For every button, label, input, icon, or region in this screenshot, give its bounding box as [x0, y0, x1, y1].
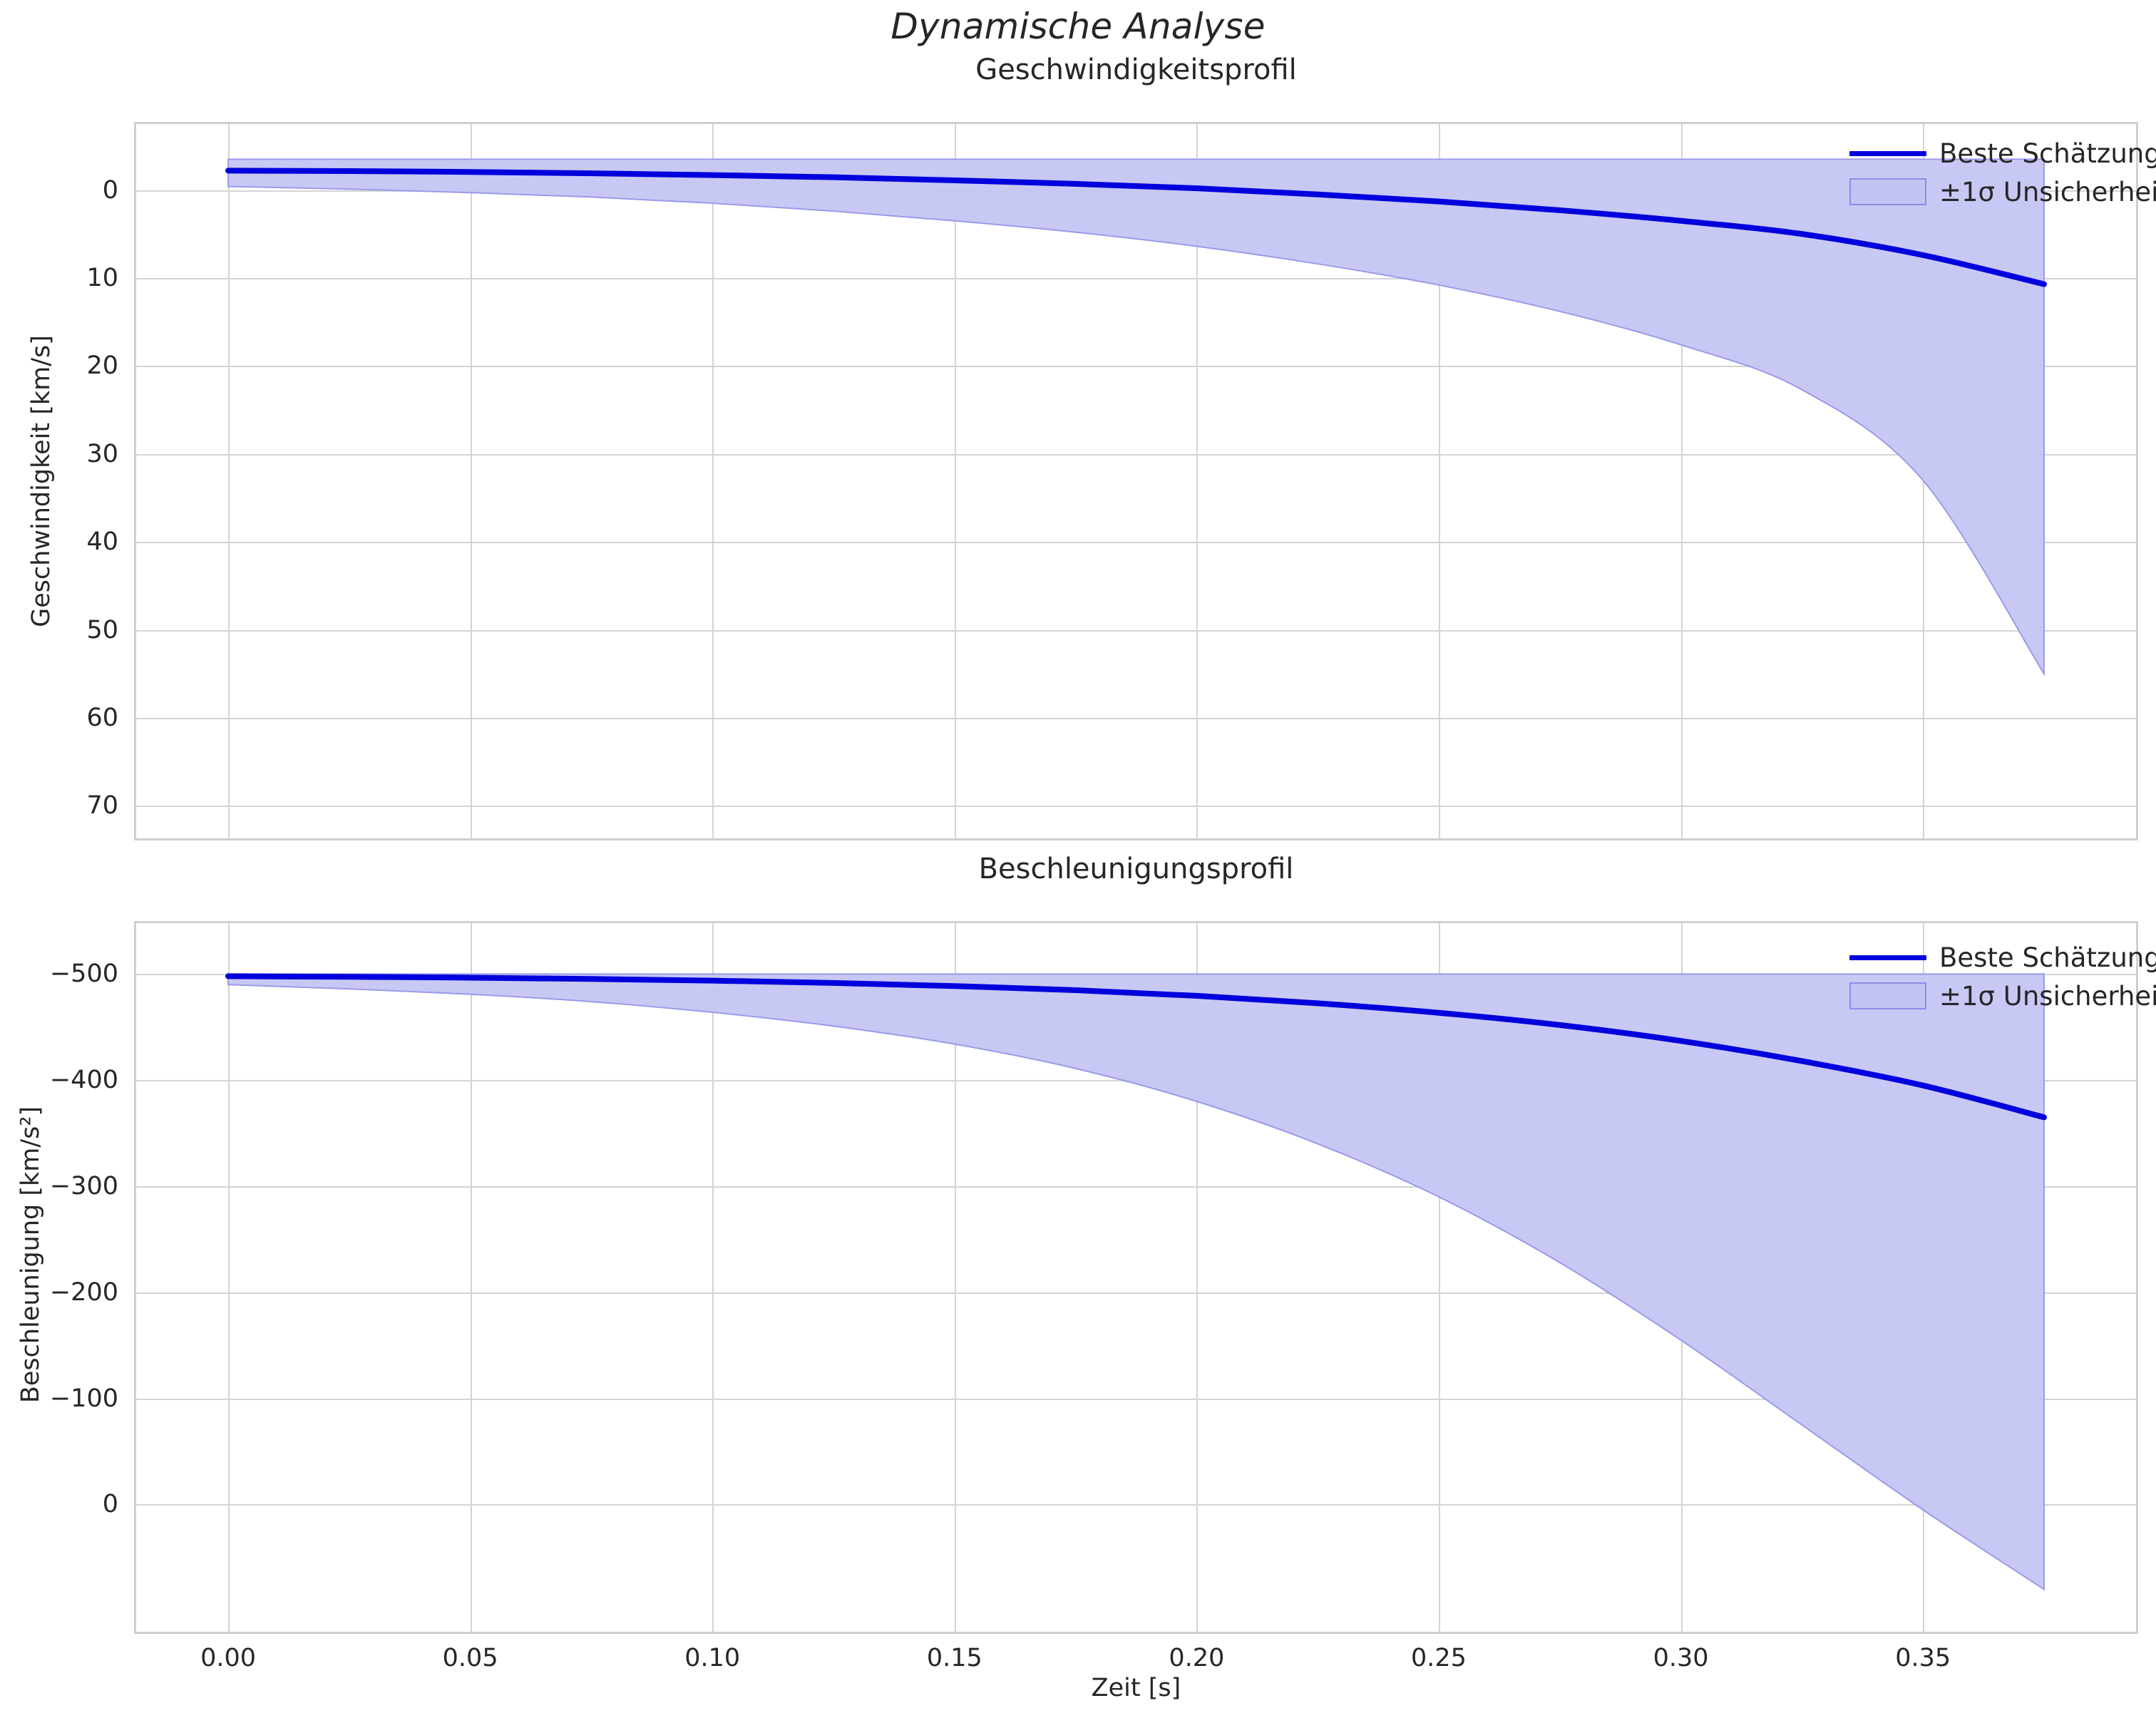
- uncertainty-band: [227, 973, 2045, 1591]
- ytick-label: 30: [86, 439, 118, 468]
- gridline-horizontal: [136, 453, 2136, 456]
- ytick-label: 70: [86, 791, 118, 821]
- gridline-vertical: [1196, 124, 1198, 838]
- ytick-label: 10: [86, 263, 118, 292]
- panel-top-axes: [134, 122, 2138, 840]
- ytick-label: −500: [49, 960, 118, 989]
- panel-top-series: [225, 158, 2047, 677]
- gridline-horizontal: [136, 1504, 2136, 1506]
- panel-bottom-title: Beschleunigungsprofil: [978, 853, 1294, 885]
- figure-suptitle: Dynamische Analyse: [890, 6, 1266, 47]
- gridline-vertical: [1438, 124, 1440, 838]
- gridline-vertical: [712, 124, 714, 838]
- gridline-vertical: [954, 124, 956, 838]
- panel-top-ylabel: Geschwindigkeit [km/s]: [27, 335, 56, 627]
- ytick-label: 40: [86, 528, 118, 557]
- xaxis-label: Zeit [s]: [1091, 1674, 1181, 1702]
- panel-bottom-legend[interactable]: Beste Schätzung ±1σ Unsicherheit: [1847, 940, 2156, 1014]
- legend-row-line: Beste Schätzung: [1849, 137, 2156, 170]
- ytick-label: 0: [102, 175, 118, 205]
- gridline-horizontal: [136, 717, 2136, 719]
- gridline-vertical: [1680, 124, 1683, 838]
- xtick-label: 0.25: [1411, 1644, 1467, 1672]
- legend-band-label: ±1σ Unsicherheit: [1939, 980, 2156, 1012]
- gridline-vertical: [470, 124, 472, 838]
- ytick-label: 20: [86, 351, 118, 381]
- legend-row-line: Beste Schätzung: [1849, 941, 2156, 974]
- gridline-horizontal: [136, 806, 2136, 808]
- panel-bottom-axes: [134, 921, 2138, 1634]
- gridline-horizontal: [136, 1186, 2136, 1188]
- gridline-vertical: [954, 923, 956, 1632]
- gridline-horizontal: [136, 629, 2136, 632]
- best-estimate-line: [225, 168, 2047, 287]
- ytick-label: −200: [49, 1277, 118, 1307]
- xtick-label: 0.30: [1653, 1644, 1709, 1672]
- panel-top-plot-area: [136, 124, 2136, 838]
- panel-bottom-series: [225, 973, 2047, 1591]
- ytick-label: −100: [49, 1384, 118, 1413]
- xtick-label: 0.20: [1169, 1644, 1225, 1672]
- legend-row-band: ±1σ Unsicherheit: [1849, 979, 2156, 1012]
- gridline-vertical: [1438, 923, 1440, 1632]
- legend-band-swatch: [1849, 982, 1926, 1009]
- gridline-vertical: [712, 923, 714, 1632]
- legend-band-label: ±1σ Unsicherheit: [1939, 176, 2156, 207]
- gridline-horizontal: [136, 1292, 2136, 1294]
- gridline-horizontal: [136, 1398, 2136, 1400]
- panel-bottom-plot-area: [136, 923, 2136, 1632]
- ytick-label: −300: [49, 1172, 118, 1201]
- legend-row-band: ±1σ Unsicherheit: [1849, 175, 2156, 208]
- gridline-vertical: [1196, 923, 1198, 1632]
- uncertainty-band: [227, 158, 2045, 677]
- legend-line-label: Beste Schätzung: [1939, 942, 2156, 973]
- xtick-label: 0.00: [200, 1644, 256, 1672]
- legend-line-label: Beste Schätzung: [1939, 138, 2156, 169]
- legend-line-swatch: [1849, 955, 1926, 960]
- gridline-vertical: [228, 923, 230, 1632]
- ytick-label: −400: [49, 1066, 118, 1095]
- panel-bottom-ylabel: Beschleunigung [km/s²]: [16, 1106, 45, 1404]
- gridline-horizontal: [136, 366, 2136, 368]
- legend-line-swatch: [1849, 150, 1926, 156]
- xtick-label: 0.05: [442, 1644, 498, 1672]
- xtick-label: 0.15: [926, 1644, 982, 1672]
- gridline-vertical: [228, 124, 230, 838]
- best-estimate-line: [225, 973, 2047, 1121]
- gridline-horizontal: [136, 542, 2136, 544]
- legend-band-swatch: [1849, 178, 1926, 205]
- gridline-horizontal: [136, 277, 2136, 279]
- xtick-label: 0.35: [1895, 1644, 1951, 1672]
- panel-top-legend[interactable]: Beste Schätzung ±1σ Unsicherheit: [1847, 135, 2156, 210]
- gridline-vertical: [470, 923, 472, 1632]
- ytick-label: 50: [86, 615, 118, 644]
- xtick-label: 0.10: [684, 1644, 741, 1672]
- panel-top-title: Geschwindigkeitsprofil: [975, 53, 1297, 86]
- ytick-label: 0: [102, 1490, 118, 1519]
- ytick-label: 60: [86, 703, 118, 732]
